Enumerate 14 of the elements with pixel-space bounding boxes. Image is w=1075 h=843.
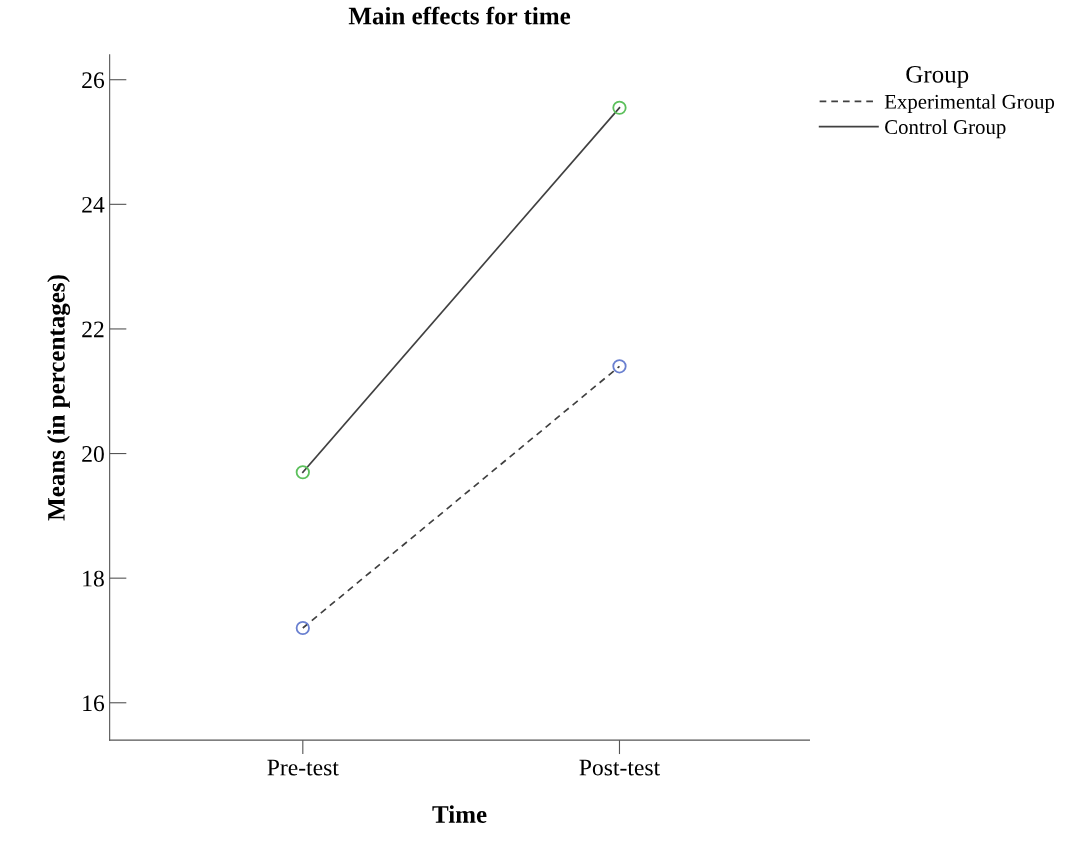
- x-tick-label: Pre-test: [267, 759, 339, 776]
- legend-label: Experimental Group: [884, 94, 1055, 114]
- y-axis-title: Means (in percentages): [47, 275, 71, 521]
- y-tick-label: 20: [82, 446, 104, 462]
- y-tick-label: 22: [82, 321, 104, 338]
- x-axis-title: Time: [432, 805, 487, 823]
- chart-title: Main effects for time: [348, 6, 571, 25]
- y-tick-label: 18: [83, 570, 104, 587]
- y-tick-label: 24: [82, 196, 105, 213]
- x-tick-label: Post-test: [579, 759, 661, 776]
- legend-label: Control Group: [885, 119, 1006, 139]
- y-tick-label: 16: [83, 695, 105, 712]
- legend-title: Group: [906, 65, 969, 88]
- y-tick-label: 26: [82, 72, 105, 89]
